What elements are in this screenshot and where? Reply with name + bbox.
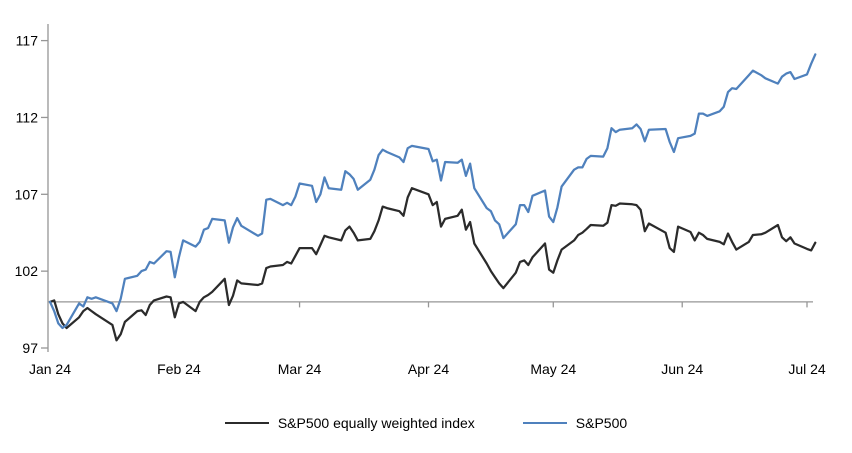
x-tick-label: Feb 24 (157, 361, 201, 377)
legend-swatch-equal-weight-line (224, 422, 269, 424)
x-tick-label: Mar 24 (278, 361, 322, 377)
x-tick-label: Apr 24 (408, 361, 449, 377)
x-tick-label: Jan 24 (29, 361, 71, 377)
x-tick-label: Jul 24 (788, 361, 826, 377)
y-tick-label: 102 (15, 263, 39, 279)
legend-item-sp500: S&P500 (522, 415, 628, 431)
y-tick-label: 112 (16, 109, 39, 125)
y-tick-label: 97 (22, 340, 38, 356)
x-tick-label: Jun 24 (661, 361, 703, 377)
legend-label-sp500: S&P500 (575, 415, 628, 431)
legend-swatch-sp500-line (522, 422, 567, 424)
y-tick-label: 117 (16, 33, 39, 49)
x-tick-label: May 24 (530, 361, 576, 377)
legend-item-equal-weight: S&P500 equally weighted index (224, 415, 475, 431)
series-equal-weight-line (48, 187, 817, 342)
series-sp500-line (48, 53, 817, 330)
y-tick-label: 107 (15, 186, 39, 202)
legend: S&P500 equally weighted index S&P500 (0, 411, 852, 435)
legend-label-equal-weight: S&P500 equally weighted index (277, 415, 475, 431)
